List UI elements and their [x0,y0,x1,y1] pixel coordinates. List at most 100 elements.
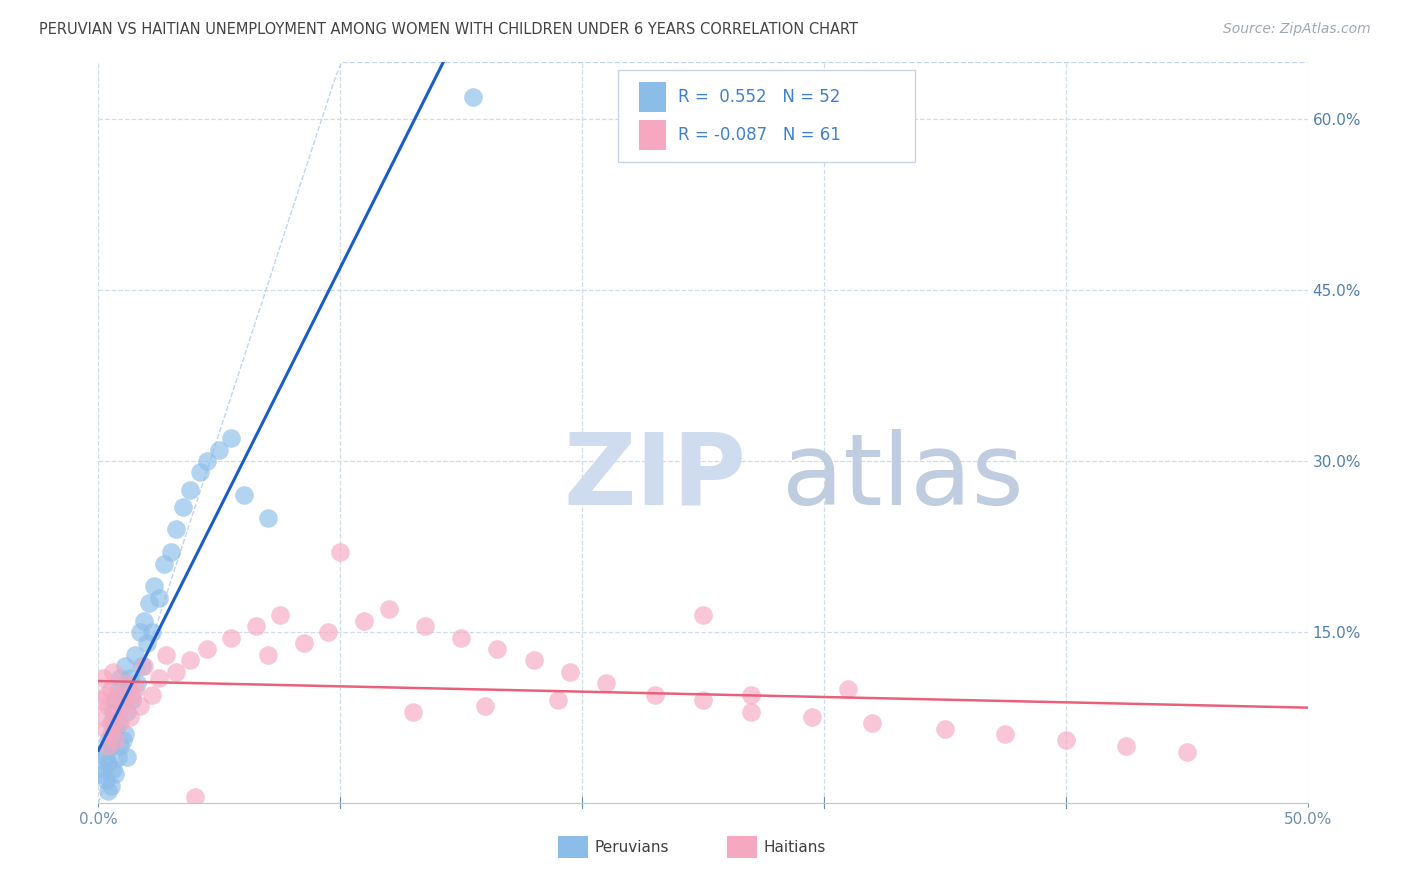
Point [413,619,436,633]
Point [114,659,136,673]
Point [221,631,243,645]
Point [353,614,375,628]
Point [117,705,139,719]
Point [97,733,120,747]
Point [108,671,131,685]
Point [523,653,546,667]
Point [100,681,122,696]
Point [128,624,150,639]
Point [94,722,117,736]
Point [1175,745,1198,759]
Text: atlas: atlas [782,428,1024,525]
Point [232,488,254,502]
Point [121,693,143,707]
Point [994,727,1017,741]
Point [155,648,177,662]
Point [143,579,166,593]
Point [97,756,120,770]
Point [135,636,157,650]
Point [152,557,174,571]
Point [94,750,117,764]
Point [121,688,143,702]
Point [90,693,112,707]
Text: Haitians: Haitians [763,839,825,855]
Point [94,688,117,702]
Text: ZIP: ZIP [564,428,747,525]
Point [104,693,127,707]
Point [108,739,131,753]
Point [740,688,762,702]
Point [486,642,509,657]
Point [692,607,714,622]
Point [692,693,714,707]
Point [104,733,127,747]
Point [100,727,122,741]
FancyBboxPatch shape [619,70,915,162]
Point [329,545,352,559]
Point [644,688,666,702]
Point [292,636,315,650]
Point [117,750,139,764]
Point [97,698,120,713]
Point [148,591,170,605]
Point [91,710,114,724]
Text: Peruvians: Peruvians [595,839,669,855]
Point [104,767,127,781]
Text: R = -0.087   N = 61: R = -0.087 N = 61 [678,126,841,144]
Point [101,727,124,741]
Point [208,442,231,457]
Point [111,733,134,747]
Point [256,511,278,525]
Point [269,607,291,622]
Point [474,698,496,713]
Point [837,681,859,696]
Point [1054,733,1077,747]
Point [134,614,156,628]
Point [131,659,153,673]
Point [107,750,129,764]
Point [179,653,201,667]
Point [934,722,956,736]
Point [740,705,762,719]
Bar [558,836,588,858]
Point [316,624,339,639]
Point [91,762,114,776]
Point [117,676,139,690]
Point [195,454,218,468]
Point [100,716,122,731]
Point [101,716,124,731]
Point [138,597,160,611]
Point [118,710,141,724]
Point [101,705,124,719]
Point [245,619,267,633]
Point [90,767,112,781]
Point [595,676,617,690]
Point [91,671,114,685]
Point [107,716,129,731]
Point [100,779,122,793]
Point [118,671,141,685]
Point [94,772,117,787]
Point [165,523,187,537]
Text: Source: ZipAtlas.com: Source: ZipAtlas.com [1223,22,1371,37]
Point [558,665,581,679]
Point [124,681,146,696]
Point [101,762,124,776]
Point [108,716,131,731]
Point [114,727,136,741]
Point [195,642,218,657]
Point [141,624,163,639]
Point [97,739,120,753]
Point [111,698,134,713]
Point [184,790,207,805]
Point [141,688,163,702]
Point [101,665,124,679]
Point [104,722,127,736]
Point [179,483,201,497]
Bar [727,836,758,858]
Text: R =  0.552   N = 52: R = 0.552 N = 52 [678,88,839,106]
Point [97,784,120,798]
Bar [638,120,665,150]
Point [221,431,243,445]
Point [127,676,149,690]
